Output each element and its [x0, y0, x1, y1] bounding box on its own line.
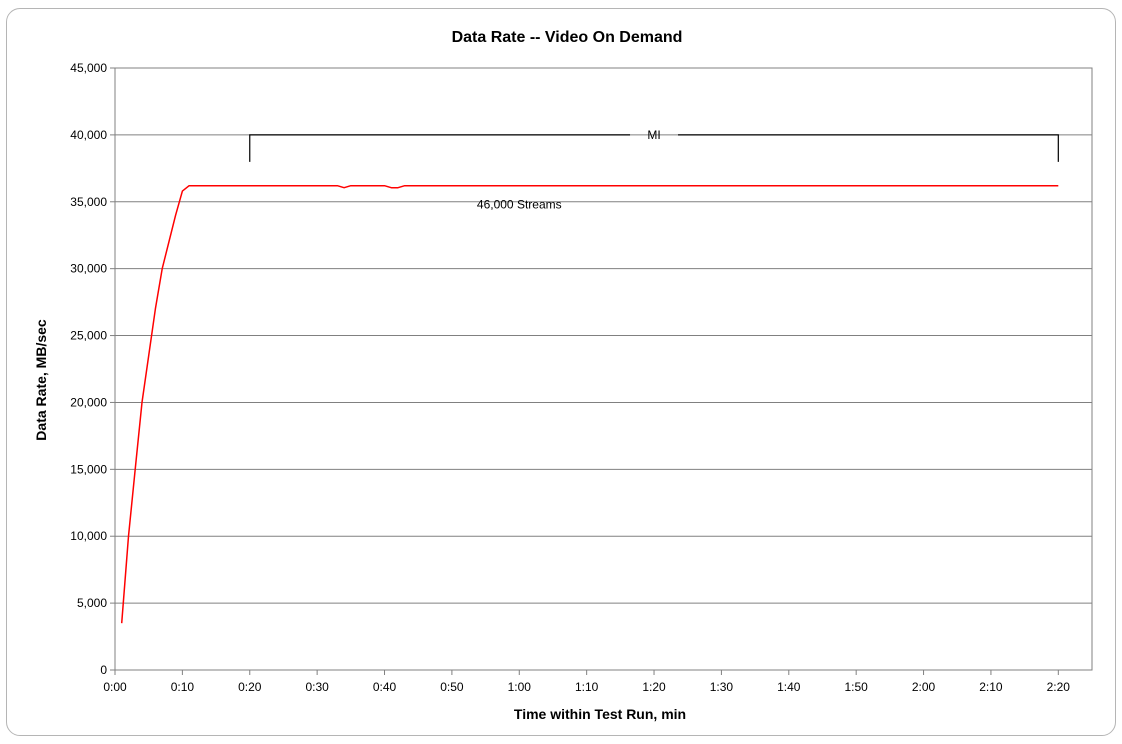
y-tick-label: 15,000: [70, 462, 107, 476]
x-tick-label: 1:40: [777, 680, 801, 694]
x-axis-ticks: 0:00 0:10 0:20 0:30 0:40 0:50 1:00 1:10 1:20 1:30…: [103, 670, 1070, 694]
annotations: MI 46,000 Streams: [249, 128, 1059, 211]
chart-frame: [6, 8, 1116, 736]
y-tick-label: 45,000: [70, 61, 107, 75]
x-tick-label: 2:10: [979, 680, 1003, 694]
x-tick-label: 0:10: [171, 680, 195, 694]
y-tick-label: 10,000: [70, 529, 107, 543]
x-tick-label: 1:30: [710, 680, 734, 694]
y-axis-ticks: 0 5,000 10,000 15,000 20,000 25,000 30,000 35,0…: [70, 61, 115, 677]
x-tick-label: 0:30: [305, 680, 329, 694]
y-tick-label: 20,000: [70, 395, 107, 409]
x-tick-label: 1:50: [844, 680, 868, 694]
x-tick-label: 2:00: [912, 680, 936, 694]
x-tick-label: 2:20: [1047, 680, 1071, 694]
y-tick-label: 5,000: [77, 596, 107, 610]
annotation-label: 46,000 Streams: [477, 197, 562, 211]
bracket-label: MI: [647, 128, 660, 142]
bracket-left: [249, 134, 631, 162]
y-tick-label: 40,000: [70, 128, 107, 142]
bracket-right: [678, 134, 1059, 162]
y-axis-label: Data Rate, MB/sec: [33, 319, 49, 441]
plot-area: [114, 67, 1093, 671]
y-tick-label: 25,000: [70, 329, 107, 343]
x-tick-label: 0:40: [373, 680, 397, 694]
y-tick-label: 0: [100, 663, 107, 677]
x-tick-label: 0:20: [238, 680, 262, 694]
gridlines: [115, 67, 1092, 604]
x-tick-label: 1:20: [642, 680, 666, 694]
y-tick-label: 35,000: [70, 195, 107, 209]
x-tick-label: 1:00: [508, 680, 532, 694]
series-layer: [120, 184, 1059, 624]
chart-title: Data Rate -- Video On Demand: [452, 29, 683, 46]
x-tick-label: 0:00: [103, 680, 127, 694]
x-tick-label: 1:10: [575, 680, 599, 694]
y-tick-label: 30,000: [70, 262, 107, 276]
x-tick-label: 0:50: [440, 680, 464, 694]
x-axis-label: Time within Test Run, min: [514, 706, 686, 722]
series-line: [120, 184, 1059, 624]
